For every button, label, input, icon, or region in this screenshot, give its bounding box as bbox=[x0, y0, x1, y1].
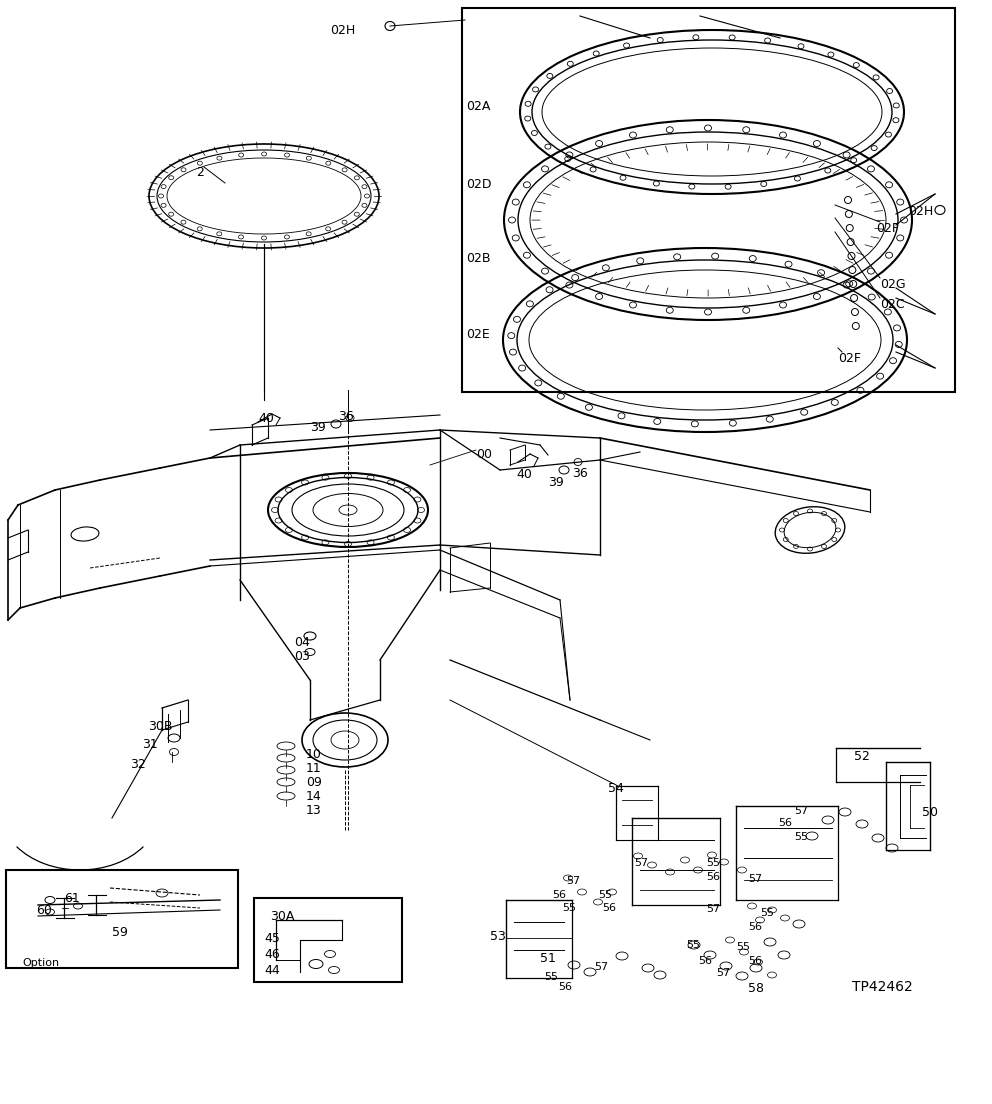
Text: 57: 57 bbox=[748, 874, 762, 884]
Text: 57: 57 bbox=[566, 875, 580, 887]
Text: 57: 57 bbox=[706, 904, 720, 914]
Text: 46: 46 bbox=[264, 948, 280, 960]
Text: 57: 57 bbox=[794, 806, 808, 816]
Text: 40: 40 bbox=[258, 412, 274, 425]
Text: 56: 56 bbox=[748, 956, 762, 966]
Text: 36: 36 bbox=[338, 410, 354, 423]
Text: 04: 04 bbox=[294, 636, 310, 649]
Text: 02D: 02D bbox=[466, 178, 491, 191]
Text: 39: 39 bbox=[310, 421, 325, 434]
Text: 32: 32 bbox=[130, 758, 146, 771]
Text: 39: 39 bbox=[548, 476, 563, 489]
Text: 02C: 02C bbox=[880, 298, 905, 311]
Text: 02H: 02H bbox=[908, 205, 933, 217]
Text: 55: 55 bbox=[706, 858, 720, 868]
Text: 2: 2 bbox=[196, 166, 204, 179]
Text: 02F: 02F bbox=[876, 222, 899, 235]
Text: 31: 31 bbox=[142, 737, 158, 751]
Text: 55: 55 bbox=[760, 907, 774, 919]
Text: 02F: 02F bbox=[838, 352, 861, 365]
Text: 56: 56 bbox=[748, 922, 762, 932]
Text: 57: 57 bbox=[634, 858, 648, 868]
Text: 57: 57 bbox=[594, 962, 608, 972]
Text: 45: 45 bbox=[264, 932, 280, 945]
Text: 56: 56 bbox=[558, 981, 572, 992]
Text: 52: 52 bbox=[854, 750, 870, 763]
Bar bbox=[254, 898, 402, 981]
Text: 02B: 02B bbox=[466, 252, 490, 265]
Text: 57: 57 bbox=[716, 968, 730, 978]
Text: 55: 55 bbox=[794, 832, 808, 842]
Text: 30B: 30B bbox=[148, 720, 173, 733]
Text: 60: 60 bbox=[36, 904, 52, 917]
Text: 61: 61 bbox=[64, 892, 79, 905]
Bar bbox=[6, 870, 238, 968]
Text: TP42462: TP42462 bbox=[852, 980, 913, 994]
Text: 54: 54 bbox=[608, 782, 624, 795]
Text: 09: 09 bbox=[306, 776, 321, 789]
Text: 53: 53 bbox=[490, 930, 506, 943]
Text: 03: 03 bbox=[294, 650, 310, 664]
Text: 30A: 30A bbox=[270, 910, 295, 923]
Bar bbox=[462, 8, 955, 392]
Text: 55: 55 bbox=[544, 972, 558, 981]
Text: 56: 56 bbox=[706, 872, 720, 882]
Text: 02H: 02H bbox=[330, 24, 355, 38]
Text: 44: 44 bbox=[264, 964, 280, 977]
Text: 10: 10 bbox=[306, 749, 321, 761]
Text: 55: 55 bbox=[686, 940, 700, 951]
Text: 58: 58 bbox=[748, 981, 764, 995]
Text: 02A: 02A bbox=[466, 100, 490, 113]
Text: 55: 55 bbox=[598, 890, 612, 900]
Text: 14: 14 bbox=[306, 790, 321, 803]
Text: 36: 36 bbox=[572, 467, 587, 480]
Text: 56: 56 bbox=[778, 818, 792, 828]
Text: 51: 51 bbox=[540, 952, 556, 965]
Text: Option: Option bbox=[22, 958, 60, 968]
Text: 13: 13 bbox=[306, 804, 321, 817]
Text: 40: 40 bbox=[516, 468, 532, 481]
Text: 11: 11 bbox=[306, 762, 321, 775]
Text: 50: 50 bbox=[922, 806, 938, 819]
Text: 00: 00 bbox=[476, 448, 492, 461]
Text: 02E: 02E bbox=[466, 328, 490, 341]
Text: 55: 55 bbox=[736, 942, 750, 952]
Text: 55: 55 bbox=[562, 903, 576, 913]
Text: 56: 56 bbox=[698, 956, 712, 966]
Text: 56: 56 bbox=[602, 903, 616, 913]
Text: 02G: 02G bbox=[880, 278, 906, 291]
Text: 56: 56 bbox=[552, 890, 566, 900]
Text: 59: 59 bbox=[112, 926, 128, 940]
